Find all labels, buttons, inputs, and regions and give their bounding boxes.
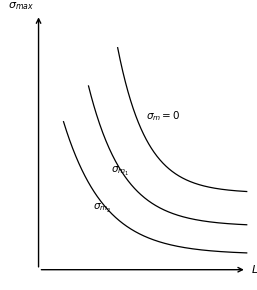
- Text: Log N: Log N: [252, 265, 257, 275]
- Text: $\sigma_{m_2}$: $\sigma_{m_2}$: [93, 202, 111, 215]
- Text: $\sigma_{m_1}$: $\sigma_{m_1}$: [111, 164, 129, 178]
- Text: $\sigma_{max}$: $\sigma_{max}$: [8, 0, 34, 12]
- Text: $\sigma_m = 0$: $\sigma_m = 0$: [146, 109, 181, 123]
